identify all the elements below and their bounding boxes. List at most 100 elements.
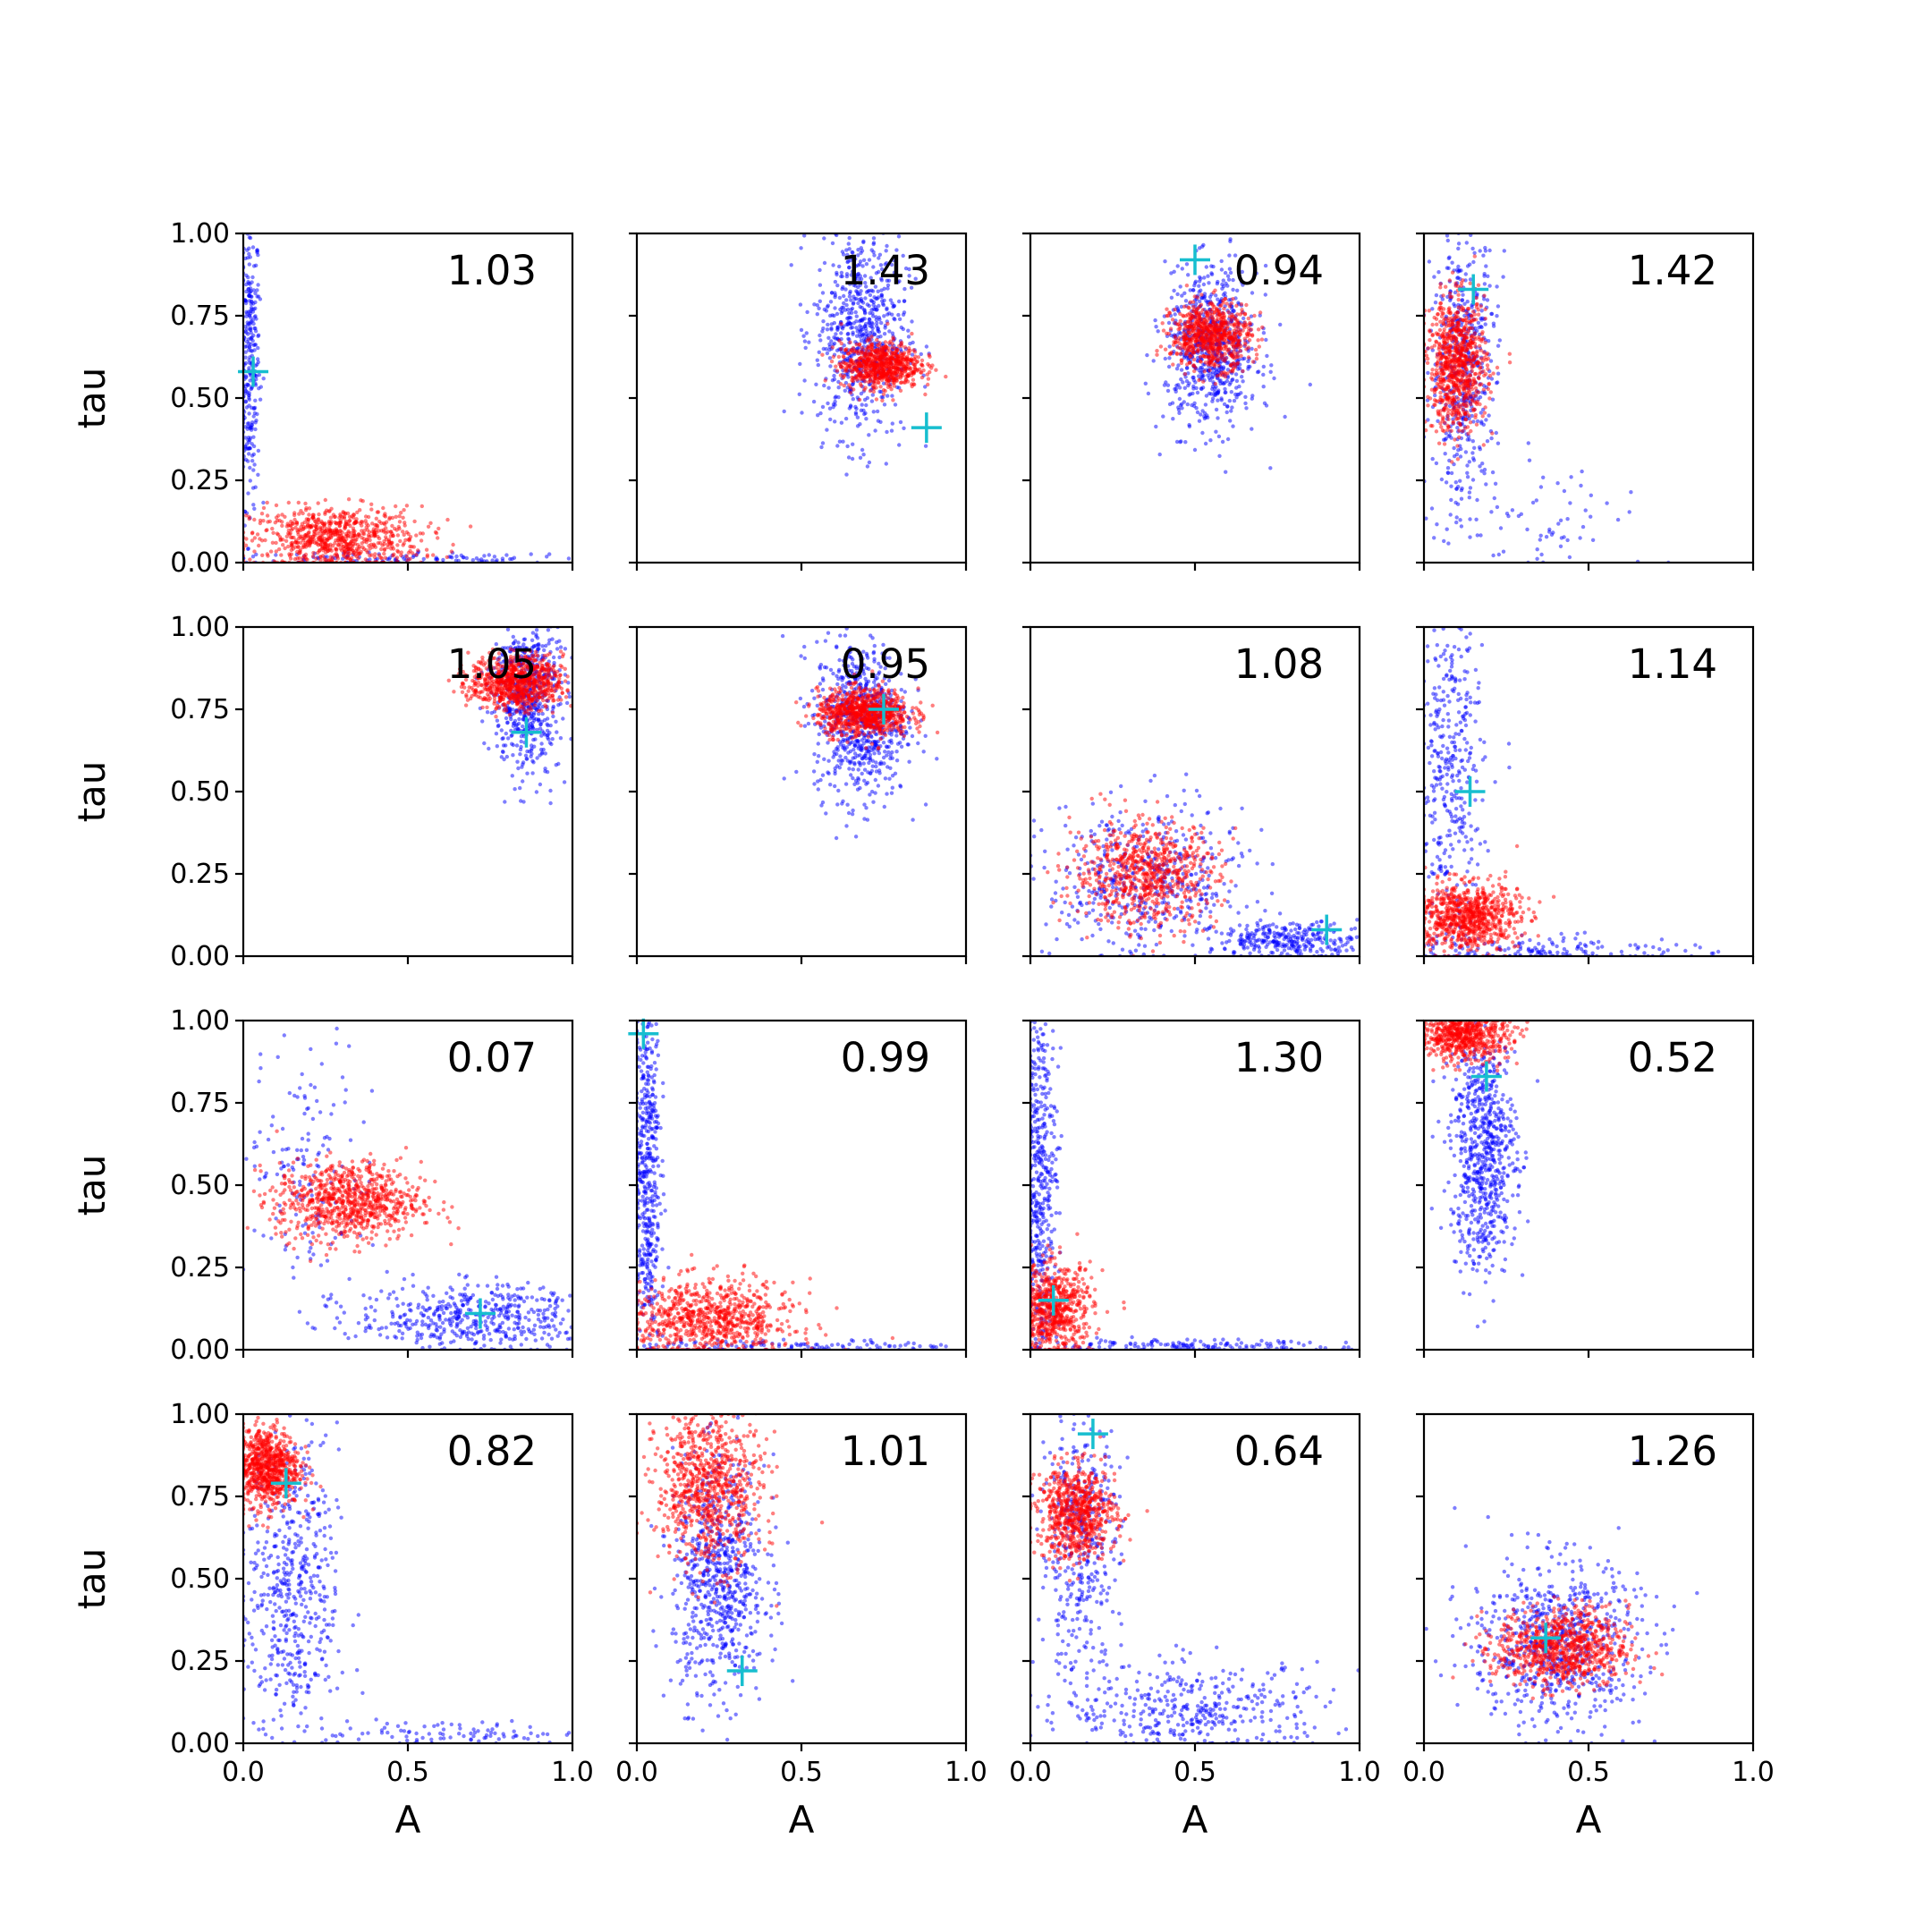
blue-series-point [1278, 322, 1283, 327]
blue-series-point [1445, 233, 1450, 238]
red-series-point [1461, 407, 1465, 412]
red-series-point [907, 365, 911, 369]
blue-series-point [841, 439, 845, 444]
blue-series-point [1250, 427, 1254, 431]
red-series-point [868, 378, 873, 384]
blue-series-point [845, 356, 850, 360]
red-series-point [301, 511, 305, 516]
red-series-point [286, 500, 291, 505]
red-series-point [248, 557, 252, 562]
red-series-point [1215, 353, 1219, 358]
blue-series-point [1215, 281, 1220, 286]
blue-series-point [891, 258, 895, 263]
blue-series-point [851, 397, 855, 402]
red-series-point [280, 513, 284, 517]
blue-series-point [837, 264, 842, 269]
blue-series-point [798, 302, 803, 307]
red-series-point [900, 360, 905, 365]
blue-series-point [1501, 549, 1506, 554]
red-series-point [1165, 307, 1169, 311]
red-series-point [350, 514, 354, 519]
red-series-point [247, 516, 251, 521]
red-series-point [868, 338, 872, 343]
red-series-point [1473, 386, 1479, 391]
red-series-point [835, 369, 840, 373]
red-series-point [271, 530, 275, 535]
blue-series-point [802, 378, 807, 383]
blue-series-point [1154, 325, 1158, 329]
blue-series-point [253, 291, 258, 296]
blue-series-point [842, 351, 846, 356]
blue-series-point [1198, 275, 1202, 280]
red-series-point [1472, 312, 1478, 317]
red-series-point [292, 513, 297, 518]
red-series-point [294, 521, 300, 525]
red-series-point [313, 519, 318, 524]
blue-series-point [1156, 329, 1160, 334]
red-series-point [852, 362, 856, 368]
red-series-point [279, 553, 284, 557]
red-series-point [1233, 332, 1237, 336]
blue-series-point [1204, 394, 1209, 398]
red-series-point [1227, 314, 1233, 319]
red-series-point [1182, 304, 1187, 309]
red-series-point [355, 535, 360, 539]
blue-series-point [818, 267, 822, 273]
blue-series-point [243, 301, 249, 306]
blue-series-point [253, 427, 258, 432]
blue-series-point [892, 317, 896, 321]
blue-series-point [1173, 312, 1177, 317]
red-series-point [1240, 310, 1244, 315]
blue-series-point [1491, 553, 1496, 558]
blue-series-point [1539, 552, 1544, 557]
blue-series-point [1445, 527, 1449, 531]
panel-points [782, 233, 948, 477]
blue-series-point [1463, 450, 1469, 454]
blue-series-point [1222, 402, 1227, 407]
red-series-point [250, 538, 255, 543]
blue-series-point [1479, 469, 1484, 473]
blue-series-point [1157, 452, 1162, 457]
blue-series-point [859, 408, 864, 412]
blue-series-point [846, 259, 851, 264]
red-series-point [406, 550, 411, 555]
blue-series-point [1615, 517, 1621, 522]
blue-series-point [886, 278, 892, 283]
red-series-point [266, 520, 270, 524]
red-series-point [1238, 349, 1242, 353]
blue-series-point [368, 557, 372, 562]
blue-series-point [879, 320, 884, 326]
red-series-point [1215, 322, 1219, 326]
red-series-point [893, 371, 897, 377]
blue-series-point [1308, 382, 1313, 387]
blue-series-point [1194, 406, 1199, 411]
red-series-point [298, 549, 302, 554]
blue-series-point [860, 447, 865, 453]
blue-series-point [1495, 284, 1499, 289]
blue-series-point [869, 299, 875, 303]
blue-series-point [879, 292, 884, 298]
blue-series-point [1478, 464, 1482, 469]
red-series-point [852, 387, 856, 392]
blue-series-point [870, 289, 876, 293]
blue-series-point [248, 465, 252, 470]
blue-series-point [1188, 288, 1192, 292]
red-series-point [869, 357, 874, 361]
red-series-point [910, 331, 914, 336]
blue-series-point [252, 506, 257, 511]
blue-series-point [1162, 383, 1167, 387]
red-series-point [351, 548, 355, 553]
panel-points [1143, 237, 1313, 474]
red-series-point [363, 557, 368, 562]
blue-series-point [871, 302, 876, 308]
blue-series-point [860, 333, 865, 337]
blue-series-point [261, 500, 266, 505]
blue-series-point [859, 276, 864, 282]
red-series-point [338, 533, 343, 538]
red-series-point [1208, 340, 1214, 345]
red-series-point [896, 353, 901, 359]
blue-series-point [250, 275, 255, 280]
blue-series-point [1221, 278, 1226, 283]
red-series-point [316, 531, 320, 536]
blue-series-point [1490, 470, 1496, 475]
